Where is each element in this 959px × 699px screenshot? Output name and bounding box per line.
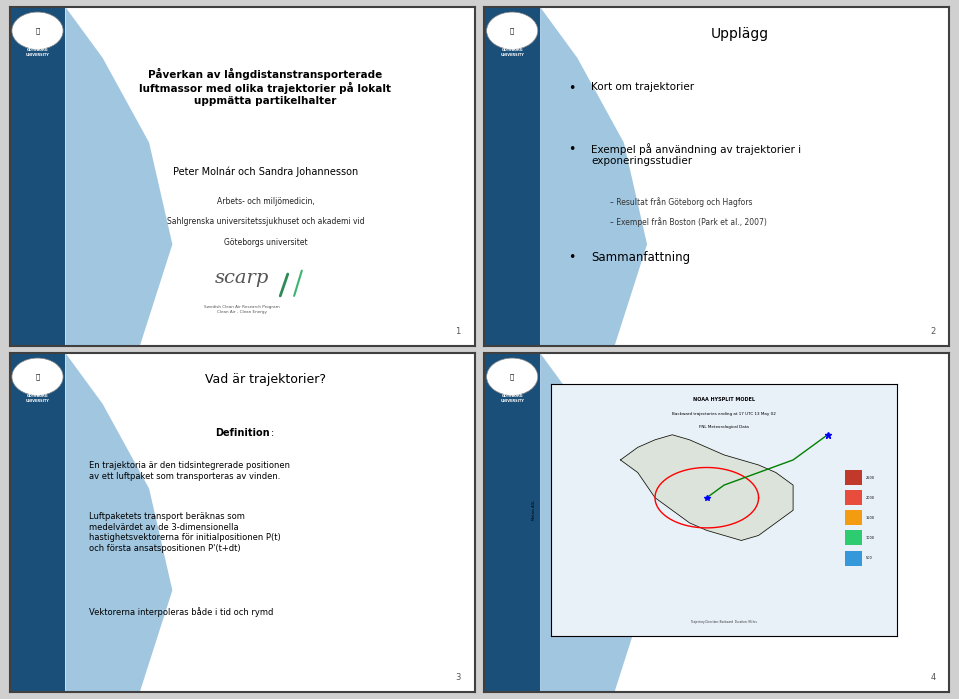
Text: •: •: [568, 143, 575, 156]
Text: 3: 3: [456, 673, 460, 682]
Text: Metres AGL: Metres AGL: [532, 500, 536, 520]
Text: – Resultat från Göteborg och Hagfors: – Resultat från Göteborg och Hagfors: [610, 197, 753, 207]
Text: •: •: [568, 251, 575, 264]
Text: Sahlgrenska universitetssjukhuset och akademi vid: Sahlgrenska universitetssjukhuset och ak…: [167, 217, 364, 226]
Text: NOAA HYSPLIT MODEL: NOAA HYSPLIT MODEL: [693, 397, 755, 402]
Text: 1500: 1500: [866, 516, 875, 520]
Text: Trajectory Direction: Backward  Duration: 96 hrs: Trajectory Direction: Backward Duration:…: [691, 619, 757, 624]
Bar: [845, 510, 862, 526]
Text: En trajektoria är den tidsintegrerade positionen
av ett luftpaket som transporte: En trajektoria är den tidsintegrerade po…: [88, 461, 290, 481]
Circle shape: [486, 358, 538, 396]
Polygon shape: [540, 353, 647, 692]
Circle shape: [486, 12, 538, 50]
Text: Backward trajectories ending at 17 UTC 13 May 02: Backward trajectories ending at 17 UTC 1…: [672, 412, 776, 416]
Text: GÖTEBORG
UNIVERSITY: GÖTEBORG UNIVERSITY: [26, 48, 50, 57]
Bar: [10, 353, 65, 692]
Text: Peter Molnár och Sandra Johannesson: Peter Molnár och Sandra Johannesson: [173, 166, 358, 177]
Bar: [845, 531, 862, 545]
Text: Luftpaketets transport beräknas som
medelvärdet av de 3-dimensionella
hastighets: Luftpaketets transport beräknas som mede…: [88, 512, 280, 552]
Polygon shape: [65, 7, 173, 346]
Text: Swedish Clean Air Research Program
Clean Air - Clean Energy: Swedish Clean Air Research Program Clean…: [204, 305, 280, 314]
Bar: [845, 551, 862, 565]
Polygon shape: [540, 7, 647, 346]
Text: Göteborgs universitet: Göteborgs universitet: [223, 238, 307, 247]
Circle shape: [12, 358, 63, 396]
Text: 2500: 2500: [866, 475, 875, 480]
Text: scarp: scarp: [215, 269, 269, 287]
Text: 1000: 1000: [866, 536, 875, 540]
Text: Definition: Definition: [215, 428, 269, 438]
Text: 500: 500: [866, 556, 873, 560]
Text: Arbets- och miljömedicin,: Arbets- och miljömedicin,: [217, 197, 315, 206]
Text: Vad är trajektorier?: Vad är trajektorier?: [205, 373, 326, 387]
Bar: [845, 490, 862, 505]
Text: Vektorerna interpoleras både i tid och rymd: Vektorerna interpoleras både i tid och r…: [88, 607, 273, 617]
Polygon shape: [65, 353, 173, 692]
Text: •: •: [568, 82, 575, 94]
Circle shape: [12, 12, 63, 50]
Bar: [845, 470, 862, 485]
Text: 2: 2: [930, 327, 935, 336]
Text: – Exempel från Boston (Park et al., 2007): – Exempel från Boston (Park et al., 2007…: [610, 217, 767, 227]
Text: 🏛: 🏛: [35, 373, 39, 380]
Text: :: :: [270, 428, 274, 438]
Text: Kort om trajektorier: Kort om trajektorier: [592, 82, 694, 92]
Text: Upplägg: Upplägg: [711, 27, 769, 41]
Bar: [10, 7, 65, 346]
Bar: [484, 353, 540, 692]
Text: 🏛: 🏛: [35, 27, 39, 34]
Text: 1: 1: [456, 327, 460, 336]
Text: 🏛: 🏛: [510, 373, 514, 380]
Text: GÖTEBORG
UNIVERSITY: GÖTEBORG UNIVERSITY: [501, 394, 525, 403]
Bar: [484, 7, 540, 346]
Polygon shape: [620, 435, 793, 540]
Text: 🏛: 🏛: [510, 27, 514, 34]
Text: FNL Meteorological Data: FNL Meteorological Data: [699, 425, 749, 428]
Text: Sammanfattning: Sammanfattning: [592, 251, 690, 264]
Text: Exempel på användning av trajektorier i
exponeringsstudier: Exempel på användning av trajektorier i …: [592, 143, 802, 166]
Text: 4: 4: [930, 673, 935, 682]
Text: 2000: 2000: [866, 496, 875, 500]
Text: GÖTEBORG
UNIVERSITY: GÖTEBORG UNIVERSITY: [501, 48, 525, 57]
Text: Påverkan av långdistanstransporterade
luftmassor med olika trajektorier på lokal: Påverkan av långdistanstransporterade lu…: [139, 68, 391, 106]
Text: GÖTEBORG
UNIVERSITY: GÖTEBORG UNIVERSITY: [26, 394, 50, 403]
